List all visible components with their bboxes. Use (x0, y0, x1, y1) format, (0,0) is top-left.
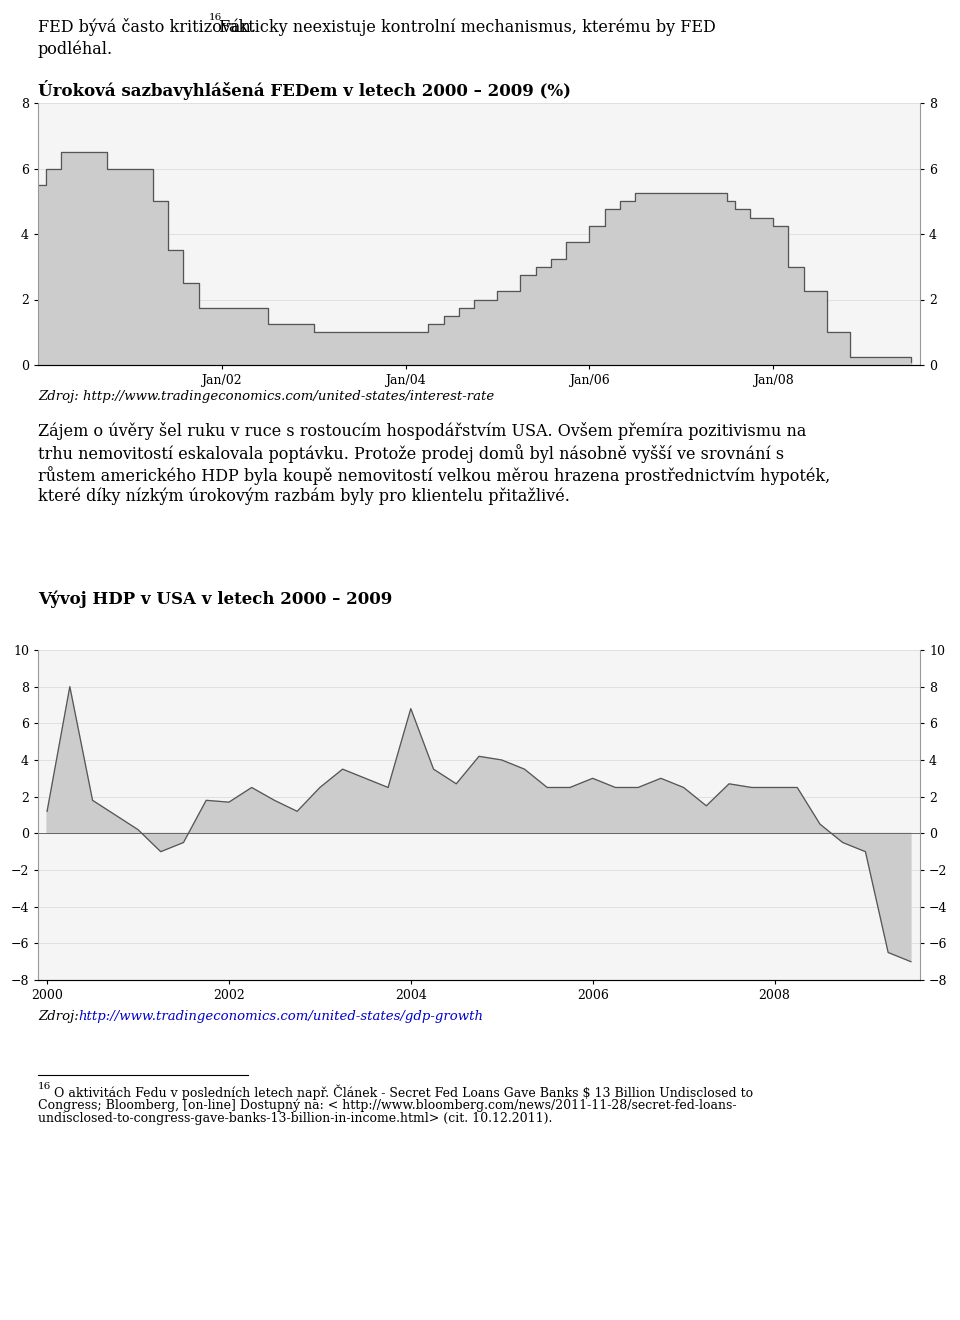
Text: O aktivitách Fedu v posledních letech např. Článek - Secret Fed Loans Gave Banks: O aktivitách Fedu v posledních letech na… (51, 1084, 754, 1100)
Text: Vývoj HDP v USA v letech 2000 – 2009: Vývoj HDP v USA v letech 2000 – 2009 (38, 590, 393, 607)
Text: Congress; Bloomberg, [on-line] Dostupný na: < http://www.bloomberg.com/news/2011: Congress; Bloomberg, [on-line] Dostupný … (38, 1098, 736, 1111)
Text: 16: 16 (38, 1082, 51, 1092)
Text: trhu nemovitostí eskalovala poptávku. Protože prodej domů byl násobně vyšší ve s: trhu nemovitostí eskalovala poptávku. Pr… (38, 444, 784, 463)
Text: Zájem o úvěry šel ruku v ruce s rostoucím hospodářstvím USA. Ovšem přemíra pozit: Zájem o úvěry šel ruku v ruce s rostoucí… (38, 422, 806, 440)
Text: undisclosed-to-congress-gave-banks-13-billion-in-income.html> (cit. 10.12.2011).: undisclosed-to-congress-gave-banks-13-bi… (38, 1111, 552, 1125)
Text: růstem amerického HDP byla koupě nemovitostí velkou měrou hrazena prostřednictví: růstem amerického HDP byla koupě nemovit… (38, 466, 830, 484)
Text: Zdroj:: Zdroj: (38, 1010, 83, 1023)
Text: 16: 16 (209, 13, 222, 21)
Text: Fakticky neexistuje kontrolní mechanismus, kterému by FED: Fakticky neexistuje kontrolní mechanismu… (220, 18, 716, 36)
Text: http://www.tradingeconomics.com/united-states/gdp-growth: http://www.tradingeconomics.com/united-s… (79, 1010, 483, 1023)
Text: Zdroj: http://www.tradingeconomics.com/united-states/interest-rate: Zdroj: http://www.tradingeconomics.com/u… (38, 389, 494, 403)
Text: Úroková sazbavyhlášená FEDem v letech 2000 – 2009 (%): Úroková sazbavyhlášená FEDem v letech 20… (38, 81, 571, 100)
Text: FED bývá často kritizován.: FED bývá často kritizován. (38, 18, 256, 36)
Text: které díky nízkým úrokovým razbám byly pro klientelu přitažlivé.: které díky nízkým úrokovým razbám byly p… (38, 488, 570, 506)
Text: podléhal.: podléhal. (38, 40, 113, 58)
